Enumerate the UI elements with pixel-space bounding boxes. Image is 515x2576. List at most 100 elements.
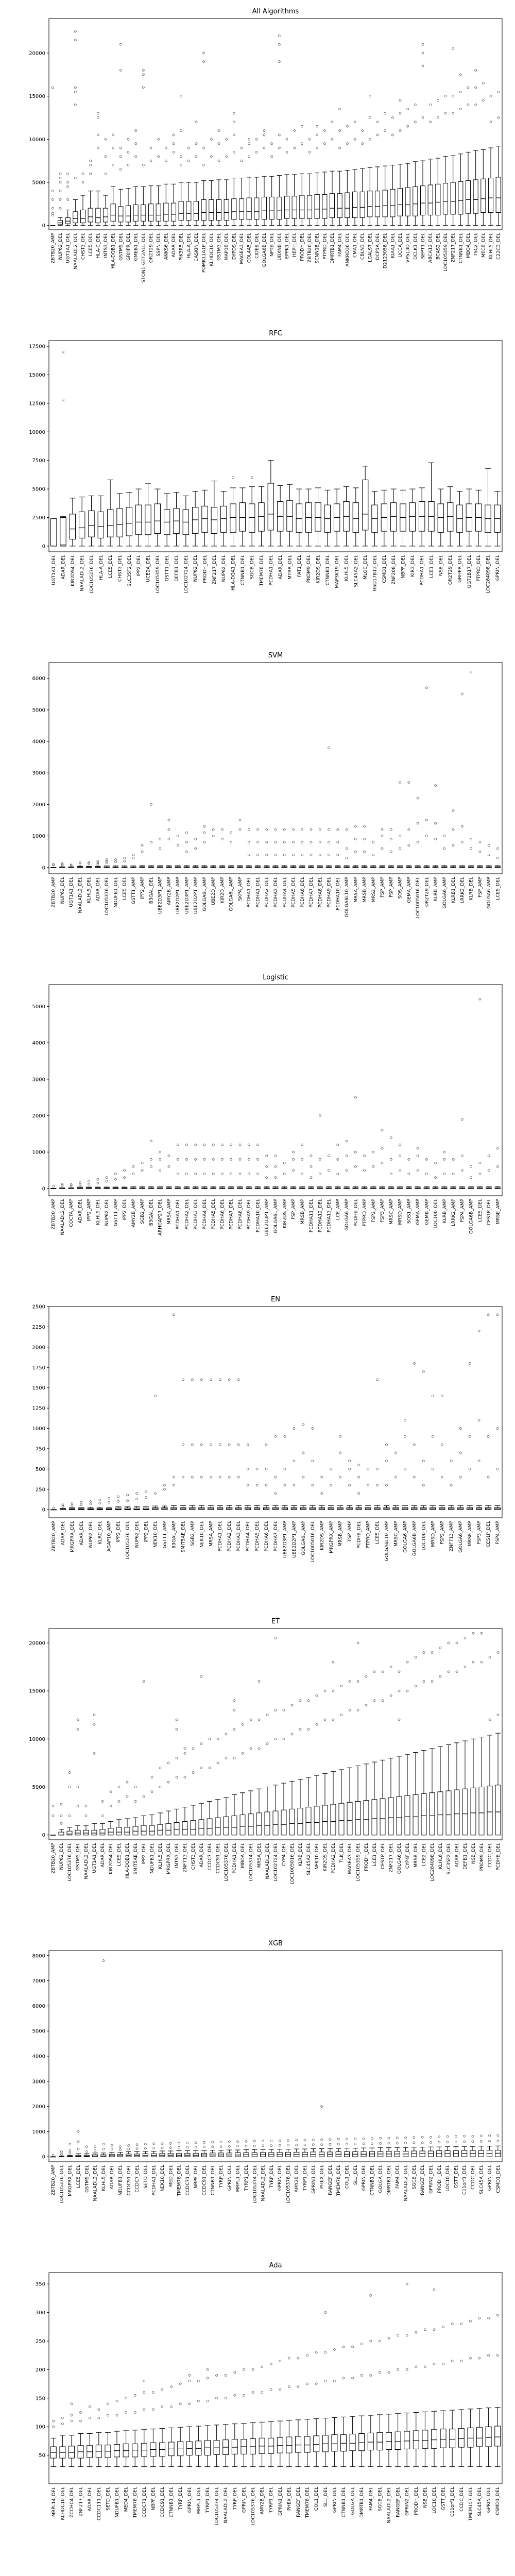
box-UGT1A1_DEL: [68, 863, 74, 868]
outlier-point: [278, 60, 281, 63]
outlier-point: [88, 2405, 91, 2408]
outlier-point: [477, 1329, 480, 1332]
outlier-point: [219, 2141, 222, 2143]
iqr-box: [476, 2427, 483, 2447]
y-tick-label: 0: [42, 1833, 45, 1838]
x-tick-label: LOC105376_DEL: [126, 1521, 131, 1560]
outlier-point: [479, 2140, 483, 2143]
outlier-point: [182, 1476, 184, 1479]
outlier-point: [336, 841, 339, 844]
outlier-point: [161, 2405, 164, 2408]
x-tick-label: PCDHA3_DEL: [236, 1521, 242, 1551]
box-CES1P_DEL: [380, 1670, 386, 1836]
box-RANGEF_DEL: [394, 2334, 401, 2467]
outlier-point: [232, 112, 235, 115]
box-HLA-DQB1_DEL: [124, 1781, 130, 1836]
outlier-point: [318, 1114, 321, 1117]
box-ZNF217_DEL: [388, 1666, 394, 1836]
outlier-point: [338, 108, 341, 111]
x-tick-label: SLC35F2_DEL: [447, 1843, 452, 1875]
outlier-point: [152, 2142, 156, 2145]
outlier-point: [175, 1728, 178, 1731]
outlier-point: [348, 1460, 351, 1463]
outlier-point: [336, 853, 339, 856]
outlier-point: [52, 2154, 55, 2157]
iqr-box: [305, 1807, 312, 1836]
outlier-point: [52, 863, 55, 866]
x-tick-label: PTPRD_AMP: [366, 1520, 371, 1548]
outlier-point: [332, 1718, 335, 1721]
box-KLRB_AMP: [432, 784, 439, 868]
y-tick-label: 20000: [29, 50, 45, 56]
outlier-point: [438, 2136, 441, 2139]
iqr-box: [91, 1829, 97, 1836]
box-GSTT1_AMP: [130, 853, 136, 868]
iqr-box: [141, 1825, 147, 1836]
box-GOLGA_DEL: [349, 2345, 356, 2467]
x-tick-label: GOLGA6_AMP: [458, 1520, 464, 1552]
outlier-point: [262, 2144, 264, 2147]
box-ADAR_DEL: [60, 350, 66, 547]
outlier-point: [440, 1476, 443, 1479]
x-tick-label: INTS3_DEL: [175, 1843, 180, 1868]
box-C11orf1_DEL: [449, 2323, 456, 2467]
iqr-box: [58, 1832, 64, 1836]
outlier-point: [225, 1757, 228, 1759]
outlier-point: [274, 841, 277, 844]
x-tick-label: AMY2B_DEL: [260, 2487, 265, 2514]
outlier-point: [80, 1503, 83, 1506]
box-CTNNB1_DEL: [210, 2141, 216, 2157]
outlier-point: [194, 1158, 197, 1161]
outlier-point: [320, 2143, 323, 2146]
outlier-point: [270, 2140, 273, 2142]
x-tick-label: ADAR_DEL: [278, 555, 283, 579]
outlier-point: [369, 2340, 372, 2343]
x-tick-label: COL1_DEL: [345, 2165, 350, 2189]
outlier-point: [265, 1467, 268, 1470]
outlier-point: [293, 129, 296, 132]
iqr-box: [83, 1829, 89, 1836]
x-tick-label: UBXN8_DEL: [277, 233, 282, 261]
outlier-point: [477, 1419, 480, 1422]
outlier-point: [141, 844, 144, 847]
iqr-box: [198, 1819, 204, 1836]
outlier-point: [212, 1173, 215, 1175]
outlier-point: [372, 1165, 375, 1168]
outlier-point: [415, 2365, 418, 2368]
x-tick-label: PCDHA12_DEL: [318, 1199, 323, 1232]
outlier-point: [84, 1815, 88, 1817]
box-NEK10_DEL: [314, 1694, 320, 1836]
outlier-point: [219, 2145, 222, 2148]
outlier-point: [105, 861, 108, 864]
outlier-point: [387, 2337, 390, 2340]
box-COL1_DEL: [344, 2138, 350, 2157]
outlier-point: [329, 2138, 332, 2141]
x-tick-label: CCDC7_DEL: [135, 2165, 140, 2193]
x-tick-label: NUP62_DEL: [135, 1521, 140, 1548]
iqr-box: [435, 183, 441, 216]
outlier-point: [396, 2142, 399, 2145]
x-tick-label: MRGPRX_AMP: [329, 1520, 334, 1553]
outlier-point: [459, 90, 462, 93]
outlier-point: [105, 858, 108, 861]
x-tick-label: IPP2_DEL: [144, 1521, 149, 1542]
outlier-point: [316, 133, 319, 137]
box-UGT1A1_DEL: [91, 1714, 97, 1836]
outlier-point: [357, 1476, 360, 1479]
x-tick-label: PCDHA4_DEL: [202, 1199, 208, 1229]
outlier-point: [339, 1435, 342, 1438]
iqr-box: [314, 194, 320, 219]
x-tick-label: UCCA_DEL: [398, 233, 403, 257]
outlier-point: [253, 2144, 256, 2147]
box-IPP2_DEL: [121, 1169, 128, 1189]
outlier-point: [430, 2141, 432, 2144]
iqr-box: [297, 1808, 303, 1836]
outlier-point: [440, 1443, 443, 1446]
iqr-box: [473, 179, 478, 214]
outlier-point: [459, 73, 462, 76]
box-CCDC7_DEL: [207, 1737, 213, 1836]
outlier-point: [200, 1443, 203, 1446]
outlier-point: [274, 1709, 277, 1711]
outlier-point: [97, 2417, 100, 2419]
outlier-point: [361, 142, 364, 145]
